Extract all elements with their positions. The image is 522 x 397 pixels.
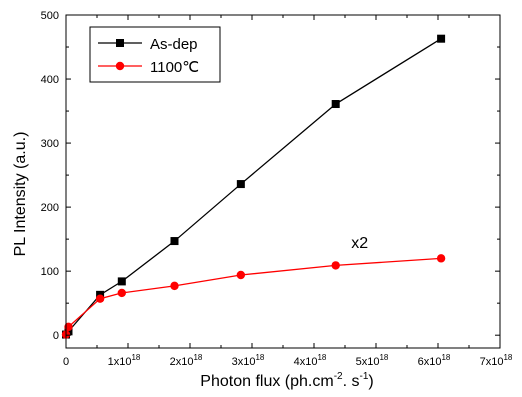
x-tick-label-5: 5x1018 (356, 353, 389, 368)
annotation-x2: x2 (351, 235, 368, 252)
data-point-s0-6 (331, 100, 340, 109)
data-point-s1-5 (236, 270, 246, 280)
y-tick-label-200: 200 (41, 202, 59, 214)
data-point-s1-7 (436, 254, 446, 263)
legend-item-as-dep: As-dep (98, 36, 198, 53)
legend: As-dep 1100℃ (89, 26, 221, 83)
axes: 0 100 200 300 400 500 0 1x1018 2x1018 3x1018 4x101… (41, 10, 513, 368)
data-point-s0-4 (170, 237, 179, 246)
data-point-s0-5 (236, 180, 245, 189)
x-tick-label-2: 2x1018 (170, 353, 203, 368)
x-tick-label-0: 0 (63, 356, 69, 368)
data-point-s0-3 (117, 277, 126, 286)
x-tick-label-4: 4x1018 (294, 353, 327, 368)
plot-area (61, 34, 446, 339)
series-line-0 (65, 38, 442, 335)
data-point-s1-2 (95, 294, 105, 303)
legend-marker-1100c (115, 61, 125, 71)
x-axis-title: Photon flux (ph.cm-2. s-1) (200, 371, 373, 390)
y-axis-title: PL Intensity (a.u.) (12, 132, 29, 257)
legend-label-as-dep: As-dep (150, 36, 198, 53)
y-tick-label-500: 500 (41, 10, 59, 22)
y-tick-label-100: 100 (41, 266, 59, 278)
data-point-s1-6 (331, 261, 340, 270)
legend-box (89, 26, 221, 83)
x-tick-label-3: 3x1018 (232, 353, 265, 368)
data-point-s1-3 (117, 288, 127, 298)
legend-label-1100c: 1100℃ (150, 59, 199, 76)
legend-item-1100c: 1100℃ (98, 59, 199, 76)
x-tick-label-1: 1x1018 (108, 353, 141, 368)
x-tick-label-7: 7x1018 (480, 353, 513, 368)
data-point-s1-4 (170, 281, 179, 291)
data-point-s0-7 (437, 34, 446, 43)
y-tick-label-300: 300 (41, 138, 59, 150)
y-tick-label-0: 0 (53, 330, 59, 342)
series-line-1 (65, 257, 442, 335)
y-tick-label-400: 400 (41, 74, 59, 86)
legend-marker-as-dep (116, 39, 124, 47)
x-tick-label-6: 6x1018 (418, 353, 451, 368)
